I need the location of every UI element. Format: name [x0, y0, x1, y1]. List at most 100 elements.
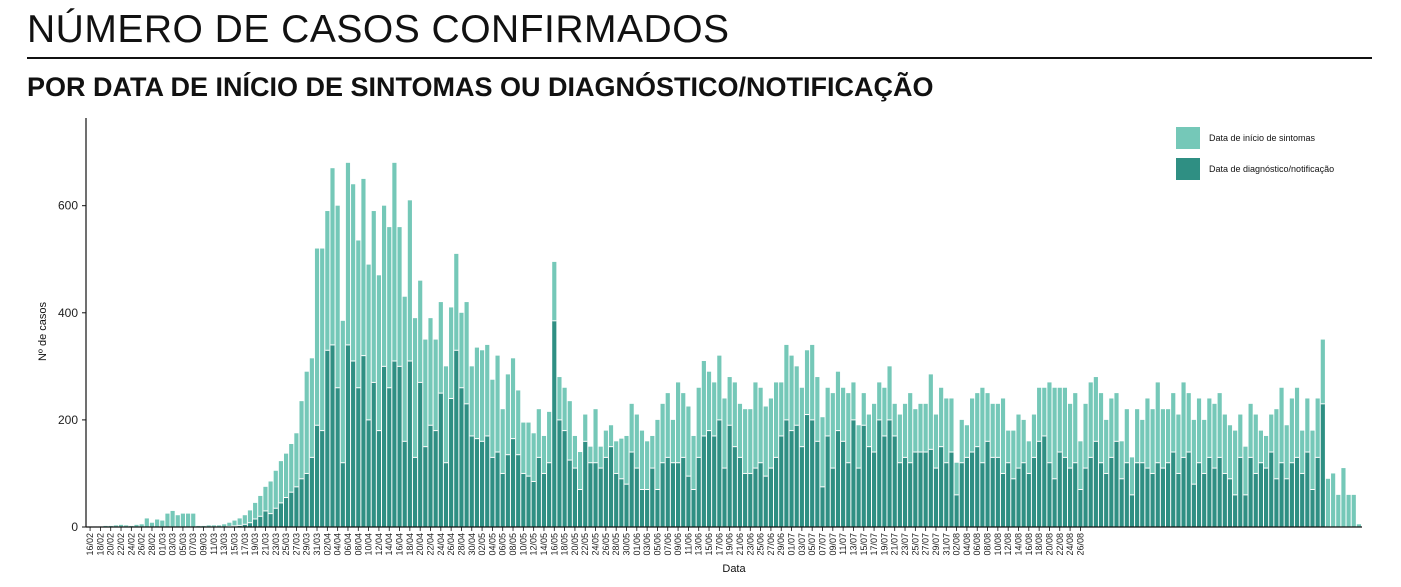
- bar-symptom-onset: [1088, 382, 1093, 458]
- x-tick-label: 12/04: [374, 533, 384, 556]
- bar-notification: [557, 419, 562, 527]
- bar-symptom-onset: [1274, 409, 1279, 479]
- x-tick-label: 09/06: [673, 533, 683, 556]
- bar-symptom-onset: [552, 261, 557, 321]
- bar-symptom-onset: [247, 510, 253, 523]
- bar-symptom-onset: [1222, 414, 1227, 474]
- bar-symptom-onset: [500, 409, 505, 474]
- bar-notification: [794, 425, 799, 527]
- bar-symptom-onset: [608, 425, 614, 447]
- bar-notification: [902, 457, 908, 527]
- bar-notification: [995, 457, 1000, 527]
- bar-notification: [510, 438, 516, 527]
- x-tick-label: 04/05: [487, 533, 497, 556]
- bar-symptom-onset: [459, 312, 464, 388]
- bar-notification: [928, 449, 933, 527]
- bar-symptom-onset: [1047, 382, 1052, 463]
- bar-notification: [438, 393, 443, 527]
- bar-symptom-onset: [149, 522, 155, 527]
- bar-symptom-onset: [345, 162, 351, 345]
- bar-symptom-onset: [412, 318, 418, 458]
- x-tick-label: 06/05: [498, 533, 508, 556]
- bar-notification: [474, 438, 479, 527]
- bar-notification: [1315, 457, 1320, 527]
- bar-symptom-onset: [815, 377, 820, 442]
- bar-notification: [634, 468, 639, 527]
- bar-symptom-onset: [645, 441, 650, 490]
- x-tick-label: 16/02: [85, 533, 95, 556]
- bar-symptom-onset: [1098, 393, 1104, 463]
- bar-symptom-onset: [866, 414, 871, 447]
- bar-notification: [531, 481, 536, 527]
- bar-notification: [820, 486, 825, 527]
- bar-symptom-onset: [820, 417, 825, 487]
- x-tick-label: 24/02: [126, 533, 136, 556]
- x-tick-label: 03/07: [797, 533, 807, 556]
- bar-notification: [660, 462, 665, 527]
- bar-symptom-onset: [490, 379, 495, 458]
- bar-notification: [1135, 462, 1140, 527]
- bar-notification: [639, 489, 645, 527]
- x-tick-label: 20/04: [415, 533, 425, 556]
- x-tick-label: 08/08: [983, 533, 993, 556]
- bar-symptom-onset: [1150, 409, 1155, 474]
- x-tick-label: 10/05: [518, 533, 528, 556]
- bar-symptom-onset: [480, 350, 485, 442]
- bar-notification: [619, 478, 624, 527]
- bar-notification: [737, 457, 743, 527]
- x-tick-label: 07/03: [188, 533, 198, 556]
- bar-symptom-onset: [531, 433, 536, 482]
- bar-notification: [846, 462, 851, 527]
- legend-label-onset: Data de início de sintomas: [1209, 133, 1316, 143]
- bar-symptom-onset: [665, 393, 670, 458]
- bar-symptom-onset: [263, 486, 268, 511]
- bar-notification: [1294, 457, 1300, 527]
- bar-notification: [490, 457, 495, 527]
- bar-symptom-onset: [975, 393, 980, 447]
- bar-notification: [258, 516, 263, 527]
- bar-symptom-onset: [923, 403, 928, 453]
- bar-notification: [1057, 452, 1062, 527]
- bar-symptom-onset: [588, 446, 593, 463]
- bar-symptom-onset: [964, 425, 969, 458]
- y-tick-label: 400: [58, 306, 78, 320]
- bar-symptom-onset: [882, 387, 887, 436]
- bar-symptom-onset: [1083, 403, 1088, 469]
- bar-notification: [1109, 457, 1114, 527]
- bar-symptom-onset: [139, 524, 144, 527]
- y-tick-label: 200: [58, 413, 78, 427]
- bar-symptom-onset: [603, 430, 608, 458]
- bar-notification: [516, 454, 521, 527]
- bar-symptom-onset: [320, 248, 325, 431]
- bar-notification: [897, 462, 902, 527]
- bar-notification: [799, 446, 804, 527]
- bar-notification: [1031, 457, 1037, 527]
- bar-symptom-onset: [1016, 414, 1021, 469]
- bar-symptom-onset: [619, 438, 624, 479]
- bar-notification: [789, 430, 794, 527]
- bar-symptom-onset: [763, 406, 768, 477]
- bar-symptom-onset: [572, 435, 577, 469]
- legend-swatch-notification: [1176, 158, 1200, 180]
- bar-symptom-onset: [593, 409, 598, 463]
- x-tick-label: 13/06: [694, 533, 704, 556]
- bar-notification: [526, 476, 531, 528]
- bar-notification: [866, 446, 871, 527]
- bar-symptom-onset: [505, 374, 510, 455]
- bar-notification: [366, 419, 371, 527]
- bar-notification: [263, 510, 268, 527]
- bar-notification: [1016, 468, 1021, 527]
- bar-notification: [469, 435, 474, 527]
- x-tick-label: 01/06: [632, 533, 642, 556]
- bar-notification: [418, 382, 423, 527]
- bar-symptom-onset: [1021, 419, 1026, 463]
- bar-symptom-onset: [892, 403, 897, 436]
- bar-symptom-onset: [970, 398, 975, 453]
- bar-symptom-onset: [758, 387, 763, 463]
- bar-notification: [1145, 468, 1150, 527]
- bar-notification: [1160, 468, 1165, 527]
- bar-symptom-onset: [433, 339, 438, 431]
- x-tick-label: 28/04: [456, 533, 466, 556]
- x-tick-label: 30/05: [622, 533, 632, 556]
- bar-notification: [949, 452, 954, 527]
